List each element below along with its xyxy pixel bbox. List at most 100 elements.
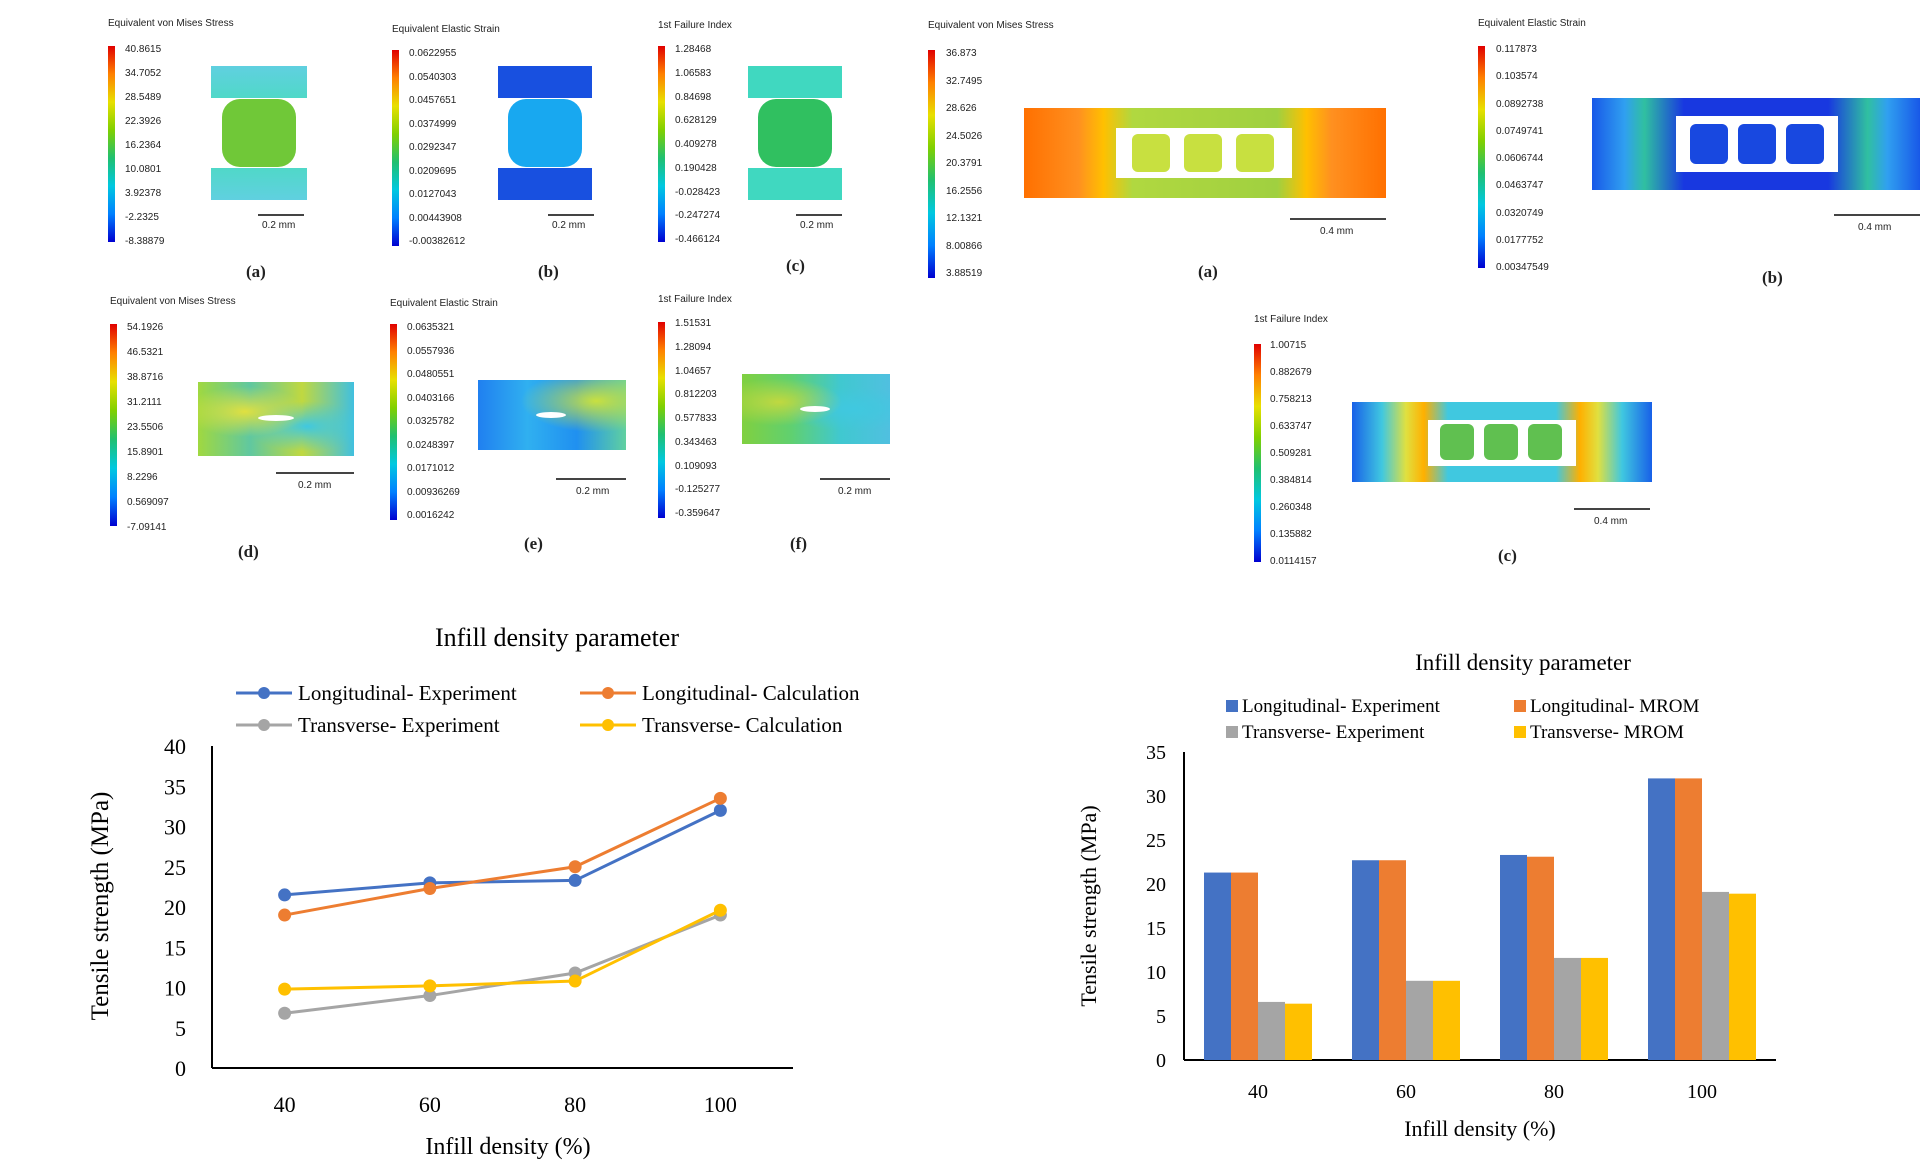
panel-title: 1st Failure Index <box>658 294 732 305</box>
y-tick-label: 10 <box>164 976 186 1001</box>
colorbar-tick-label: 0.758213 <box>1270 394 1312 405</box>
colorbar-tick-label: 20.3791 <box>946 158 983 169</box>
scale-bar <box>258 214 304 216</box>
colorbar-tick-label: 0.509281 <box>1270 448 1312 459</box>
colorbar-tick-label: -0.359647 <box>675 508 721 519</box>
color-legend <box>1254 344 1261 562</box>
scale-label: 0.2 mm <box>298 480 332 491</box>
colorbar-tick-label: 0.0114157 <box>1270 556 1317 567</box>
bar <box>1231 872 1258 1060</box>
colorbar-tick-label: 10.0801 <box>125 164 162 175</box>
bar <box>1258 1001 1285 1060</box>
specimen-top <box>748 66 842 98</box>
y-tick-label: 25 <box>1146 830 1166 852</box>
colorbar-tick-label: 0.343463 <box>675 436 717 448</box>
data-point <box>278 982 292 996</box>
bar <box>1554 957 1581 1060</box>
colorbar-tick-label: 0.0635321 <box>407 322 455 333</box>
specimen-core <box>758 99 832 167</box>
colorbar-tick-label: 0.135882 <box>1270 529 1312 540</box>
colorbar-tick-label: -0.125277 <box>675 484 721 496</box>
colorbar-tick-label: 1.06583 <box>675 67 712 79</box>
colorbar-tick-label: 0.0292347 <box>409 142 457 153</box>
bar <box>1581 957 1608 1060</box>
series-line <box>284 913 721 1015</box>
color-legend <box>392 50 399 246</box>
data-point <box>568 860 582 874</box>
colorbar-tick-label: 0.0171012 <box>407 463 455 474</box>
series-line <box>284 809 722 897</box>
y-tick-label: 15 <box>164 935 186 960</box>
colorbar-tick-label: 28.626 <box>946 103 977 114</box>
colorbar-tick-label: 0.0540303 <box>409 71 457 83</box>
colorbar-tick-label: 0.577833 <box>675 413 717 424</box>
colorbar-tick-label: 31.2111 <box>127 397 162 408</box>
panel-title: Equivalent von Mises Stress <box>108 18 234 29</box>
colorbar-tick-label: 0.260348 <box>1270 502 1312 513</box>
specimen-bottom <box>498 168 592 200</box>
data-point <box>423 979 437 993</box>
bar <box>1648 778 1675 1060</box>
colorbar-tick-label: 0.633747 <box>1270 421 1312 432</box>
scale-bar <box>820 478 890 480</box>
colorbar-tick-label: 0.00443908 <box>409 212 462 224</box>
legend-swatch <box>1514 700 1526 712</box>
specimen-cell <box>1528 424 1562 460</box>
legend-label: Transverse- Calculation <box>642 713 843 737</box>
scale-bar <box>1834 214 1920 216</box>
color-legend <box>1478 46 1485 268</box>
scale-label: 0.4 mm <box>1594 516 1628 527</box>
colorbar-tick-label: 0.0892738 <box>1496 98 1544 110</box>
legend-marker <box>602 687 614 699</box>
colorbar-tick-label: 1.28468 <box>675 44 712 55</box>
colorbar-tick-label: 1.04657 <box>675 365 712 377</box>
legend-marker <box>258 687 270 699</box>
data-point <box>423 989 437 1003</box>
panel-label: (b) <box>538 262 559 281</box>
color-legend <box>928 50 935 278</box>
specimen-cell <box>1440 424 1474 460</box>
legend-label: Longitudinal- Calculation <box>642 681 860 705</box>
panel-title: Equivalent von Mises Stress <box>928 20 1054 31</box>
panel-label: (d) <box>238 542 259 561</box>
y-tick-label: 5 <box>1156 1006 1166 1028</box>
panel-label: (c) <box>786 256 805 275</box>
colorbar-tick-label: -0.466124 <box>675 234 721 245</box>
colorbar-tick-label: 0.117873 <box>1496 44 1537 55</box>
chart-title: Infill density parameter <box>1415 650 1631 675</box>
scale-bar <box>276 472 354 474</box>
bar <box>1729 893 1756 1060</box>
y-tick-label: 35 <box>164 774 186 799</box>
color-legend <box>110 324 117 526</box>
legend-marker <box>258 719 270 731</box>
y-axis-label: Tensile strength (MPa) <box>1076 805 1101 1006</box>
data-point <box>278 908 292 922</box>
scale-label: 0.2 mm <box>800 220 834 231</box>
x-tick-label: 60 <box>419 1092 441 1117</box>
legend-label: Longitudinal- MROM <box>1530 696 1700 717</box>
legend-label: Longitudinal- Experiment <box>298 681 517 705</box>
legend-label: Transverse- Experiment <box>1242 722 1425 743</box>
scale-label: 0.4 mm <box>1320 226 1354 237</box>
x-axis-label: Infill density (%) <box>1404 1116 1556 1141</box>
scale-bar <box>1574 508 1650 510</box>
colorbar-tick-label: 22.3926 <box>125 116 162 127</box>
series-line <box>284 796 722 917</box>
data-point <box>713 803 727 817</box>
color-legend <box>658 322 665 518</box>
colorbar-tick-label: 28.5489 <box>125 92 162 103</box>
colorbar-tick-label: 0.0374999 <box>409 118 457 130</box>
panel-label: (a) <box>1198 262 1218 281</box>
line-chart: Infill density parameter Longitudinal- Ex… <box>87 623 860 1160</box>
colorbar-tick-label: 16.2556 <box>946 185 983 197</box>
x-tick-label: 80 <box>564 1092 586 1117</box>
x-tick-label: 60 <box>1396 1081 1416 1103</box>
colorbar-tick-label: 0.0016242 <box>407 510 455 521</box>
y-tick-label: 35 <box>1146 742 1166 764</box>
colorbar-tick-label: 0.0177752 <box>1496 234 1544 246</box>
y-tick-label: 0 <box>1156 1050 1166 1072</box>
y-tick-label: 5 <box>175 1016 186 1041</box>
colorbar-tick-label: 15.8901 <box>127 447 164 458</box>
colorbar-tick-label: -7.09141 <box>127 522 167 533</box>
colorbar-tick-label: 0.409278 <box>675 139 717 150</box>
